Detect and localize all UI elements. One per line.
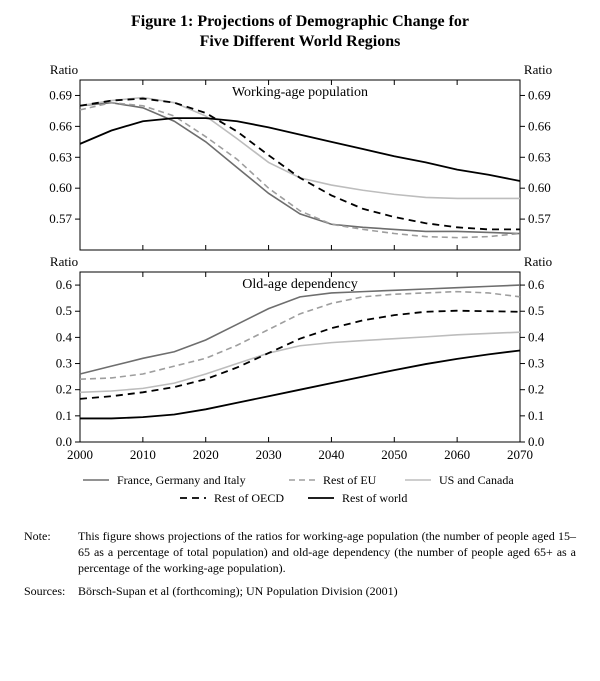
- svg-text:0.2: 0.2: [528, 382, 544, 397]
- svg-text:0.3: 0.3: [528, 356, 544, 371]
- svg-text:0.60: 0.60: [49, 180, 72, 195]
- legend-label-us_ca: US and Canada: [439, 473, 514, 487]
- bottom-ylabel-left: Ratio: [50, 254, 78, 269]
- xtick-2040: 2040: [318, 447, 344, 462]
- svg-text:0.4: 0.4: [528, 329, 545, 344]
- title-line-1: Figure 1: Projections of Demographic Cha…: [131, 13, 469, 30]
- svg-text:0.2: 0.2: [56, 382, 72, 397]
- sources-label: Sources:: [24, 583, 78, 599]
- note-row: Note: This figure shows projections of t…: [24, 528, 576, 577]
- svg-text:0.63: 0.63: [528, 149, 551, 164]
- sources-row: Sources: Börsch-Supan et al (forthcoming…: [24, 583, 576, 599]
- series-rest_eu-top: [80, 103, 520, 238]
- top-ylabel-left: Ratio: [50, 62, 78, 77]
- title-line-2: Five Different World Regions: [200, 33, 401, 50]
- xtick-2000: 2000: [67, 447, 93, 462]
- svg-text:0.6: 0.6: [528, 277, 545, 292]
- sources-body: Börsch-Supan et al (forthcoming); UN Pop…: [78, 583, 576, 599]
- svg-text:0.66: 0.66: [528, 118, 551, 133]
- series-rest_oecd-bottom: [80, 311, 520, 399]
- legend-label-rest_oecd: Rest of OECD: [214, 491, 284, 505]
- svg-text:0.57: 0.57: [49, 211, 72, 226]
- chart-svg: Working-age population Ratio Ratio 0.57 0.57…: [24, 58, 576, 518]
- svg-text:0.63: 0.63: [49, 149, 72, 164]
- xtick-2020: 2020: [193, 447, 219, 462]
- series-fgi-bottom: [80, 285, 520, 374]
- svg-text:0.69: 0.69: [49, 87, 72, 102]
- svg-text:0.6: 0.6: [56, 277, 73, 292]
- svg-text:0.66: 0.66: [49, 118, 72, 133]
- svg-text:0.3: 0.3: [56, 356, 72, 371]
- legend-label-rest_world: Rest of world: [342, 491, 407, 505]
- legend-label-fgi: France, Germany and Italy: [117, 473, 246, 487]
- series-us_ca-top: [80, 98, 520, 199]
- figure-container: Figure 1: Projections of Demographic Cha…: [0, 0, 600, 681]
- svg-text:0.1: 0.1: [528, 408, 544, 423]
- svg-text:0.4: 0.4: [56, 329, 73, 344]
- xtick-2060: 2060: [444, 447, 470, 462]
- svg-text:0.5: 0.5: [528, 303, 544, 318]
- svg-text:0.5: 0.5: [56, 303, 72, 318]
- series-us_ca-bottom: [80, 332, 520, 392]
- svg-text:0.57: 0.57: [528, 211, 551, 226]
- svg-text:0.60: 0.60: [528, 180, 551, 195]
- bottom-ylabel-right: Ratio: [524, 254, 552, 269]
- note-body: This figure shows projections of the rat…: [78, 528, 576, 577]
- footnotes: Note: This figure shows projections of t…: [24, 528, 576, 599]
- xtick-2010: 2010: [130, 447, 156, 462]
- figure-title: Figure 1: Projections of Demographic Cha…: [24, 12, 576, 52]
- series-rest_world-top: [80, 118, 520, 181]
- note-label: Note:: [24, 528, 78, 577]
- top-subtitle: Working-age population: [232, 85, 368, 100]
- svg-text:0.69: 0.69: [528, 87, 551, 102]
- legend-label-rest_eu: Rest of EU: [323, 473, 377, 487]
- chart-area: Working-age population Ratio Ratio 0.57 0.57…: [24, 58, 576, 518]
- top-ylabel-right: Ratio: [524, 62, 552, 77]
- xtick-2070: 2070: [507, 447, 533, 462]
- svg-text:0.1: 0.1: [56, 408, 72, 423]
- series-rest_oecd-top: [80, 99, 520, 230]
- xtick-2050: 2050: [381, 447, 407, 462]
- bottom-subtitle: Old-age dependency: [242, 277, 357, 292]
- series-rest_world-bottom: [80, 350, 520, 418]
- xtick-2030: 2030: [256, 447, 282, 462]
